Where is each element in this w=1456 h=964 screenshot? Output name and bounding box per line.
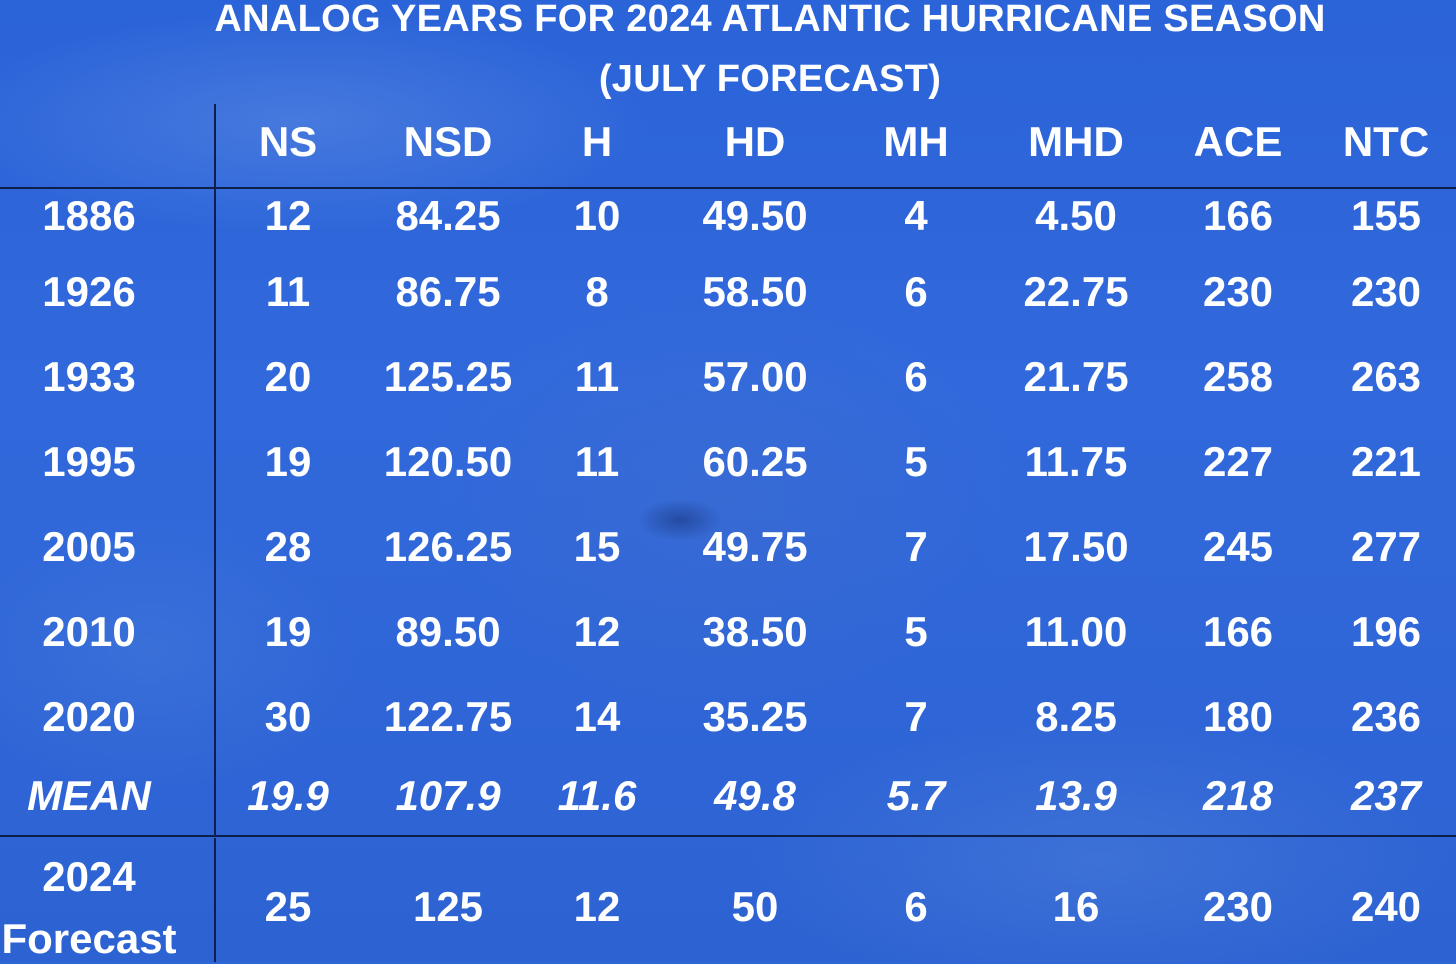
table-cell: 166 (1202, 192, 1274, 239)
table-cell: 60.25 (702, 438, 808, 485)
table-cell: 277 (1350, 523, 1422, 570)
forecast-cell: 125 (412, 883, 484, 930)
table-cell: 11 (265, 268, 311, 315)
table-cell: 11 (574, 438, 620, 485)
table-cell: 221 (1350, 438, 1422, 485)
row-year-label: 1933 (42, 353, 136, 400)
table-cell: 196 (1350, 608, 1422, 655)
table-cell: 6 (904, 353, 928, 400)
table-cell: 21.75 (1023, 353, 1129, 400)
mean-cell: 11.6 (557, 772, 637, 819)
row-year-label: 1926 (42, 268, 136, 315)
table-subtitle: (JULY FORECAST) (598, 58, 942, 100)
table-cell: 126.25 (383, 523, 513, 570)
row-year-label: 2010 (42, 608, 136, 655)
table-cell: 155 (1350, 192, 1422, 239)
column-header-ntc: NTC (1342, 118, 1430, 165)
table-cell: 230 (1202, 268, 1274, 315)
forecast-row-label-text: Forecast (1, 915, 177, 962)
forecast-cell: 25 (264, 883, 312, 930)
table-cell: 49.75 (702, 523, 808, 570)
forecast-cell: 50 (731, 883, 779, 930)
mean-cell: 107.9 (395, 772, 501, 819)
table-cell: 28 (264, 523, 312, 570)
column-divider (214, 104, 216, 836)
column-header-ace: ACE (1193, 118, 1283, 165)
column-header-mhd: MHD (1028, 118, 1124, 165)
table-cell: 14 (573, 693, 621, 740)
forecast-cell: 230 (1202, 883, 1274, 930)
table-cell: 20 (264, 353, 312, 400)
table-cell: 49.50 (702, 192, 808, 239)
table-cell: 12 (264, 192, 312, 239)
table-cell: 4 (904, 192, 928, 239)
table-cell: 236 (1350, 693, 1422, 740)
table-cell: 89.50 (395, 608, 501, 655)
row-year-label: 2005 (42, 523, 136, 570)
mean-cell: 5.7 (886, 772, 946, 819)
table-title: ANALOG YEARS FOR 2024 ATLANTIC HURRICANE… (214, 0, 1326, 40)
forecast-cell: 6 (904, 883, 928, 930)
table-cell: 6 (904, 268, 928, 315)
table-cell: 125.25 (383, 353, 513, 400)
mean-cell: 218 (1202, 772, 1274, 819)
row-year-label: 1995 (42, 438, 136, 485)
forecast-cell: 16 (1052, 883, 1100, 930)
table-cell: 7 (904, 523, 928, 570)
forecast-divider (0, 835, 1456, 837)
table-cell: 57.00 (702, 353, 808, 400)
table-cell: 11.00 (1024, 608, 1128, 655)
table-cell: 5 (904, 438, 928, 485)
table-cell: 22.75 (1023, 268, 1129, 315)
table-cell: 35.25 (702, 693, 808, 740)
row-year-label: 2020 (42, 693, 136, 740)
column-header-ns: NS (258, 118, 318, 165)
table-cell: 15 (573, 523, 621, 570)
table-cell: 12 (573, 608, 621, 655)
table-cell: 166 (1202, 608, 1274, 655)
table-cell: 245 (1202, 523, 1274, 570)
table-cell: 10 (573, 192, 621, 239)
table-cell: 19 (264, 438, 312, 485)
mean-cell: 237 (1350, 772, 1422, 819)
forecast-row-label-year: 2024 (42, 853, 136, 900)
table-cell: 19 (264, 608, 312, 655)
forecast-cell: 240 (1350, 883, 1422, 930)
column-header-nsd: NSD (403, 118, 493, 165)
table-cell: 38.50 (702, 608, 808, 655)
table-cell: 11.75 (1024, 438, 1128, 485)
column-header-h: H (581, 118, 613, 165)
column-divider-forecast (214, 838, 216, 962)
header-divider (0, 187, 1456, 189)
table-cell: 122.75 (383, 693, 513, 740)
table-cell: 58.50 (702, 268, 808, 315)
table-cell: 180 (1202, 693, 1274, 740)
table-cell: 84.25 (395, 192, 501, 239)
mean-row-label: MEAN (27, 772, 151, 819)
forecast-cell: 12 (573, 883, 621, 930)
column-header-hd: HD (724, 118, 786, 165)
table-cell: 11 (574, 353, 620, 400)
table-cell: 5 (904, 608, 928, 655)
row-year-label: 1886 (42, 192, 136, 239)
mean-cell: 49.8 (714, 772, 796, 819)
table-cell: 227 (1202, 438, 1274, 485)
table-cell: 230 (1350, 268, 1422, 315)
table-cell: 7 (904, 693, 928, 740)
table-cell: 86.75 (395, 268, 501, 315)
table-cell: 8.25 (1035, 693, 1117, 740)
table-cell: 263 (1350, 353, 1422, 400)
table-cell: 4.50 (1035, 192, 1117, 239)
table-cell: 30 (264, 693, 312, 740)
mean-cell: 13.9 (1035, 772, 1117, 819)
table-cell: 258 (1202, 353, 1274, 400)
table-cell: 120.50 (383, 438, 513, 485)
table-cell: 17.50 (1023, 523, 1129, 570)
mean-cell: 19.9 (247, 772, 329, 819)
table-cell: 8 (585, 268, 609, 315)
column-header-mh: MH (883, 118, 949, 165)
